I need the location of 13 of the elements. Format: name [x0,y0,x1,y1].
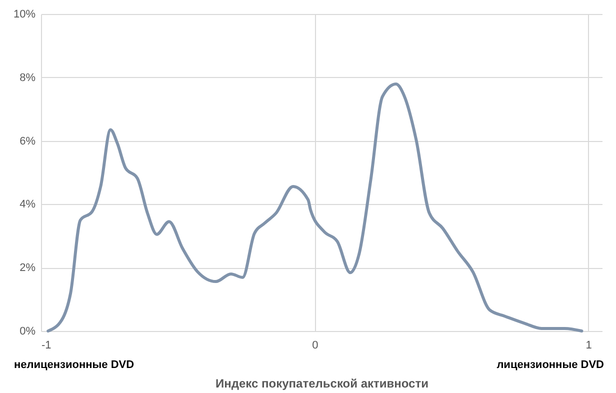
y-tick-label: 0% [20,326,36,338]
y-tick-label: 10% [13,8,36,20]
y-tick-label: 2% [20,262,36,274]
text: лицензионные DVD [496,359,604,371]
x-tick-label: -1 [42,340,52,352]
x-tick-label: 1 [586,340,592,352]
line-series [46,82,584,332]
x-tick-label: 0 [312,340,318,352]
x-axis-title: Индекс покупательской активности [216,376,428,390]
text: нелицензионные DVD [14,359,134,371]
y-tick-label: 8% [20,72,36,84]
y-tick-label: 4% [20,198,36,211]
y-tick-label: 6% [20,135,36,148]
